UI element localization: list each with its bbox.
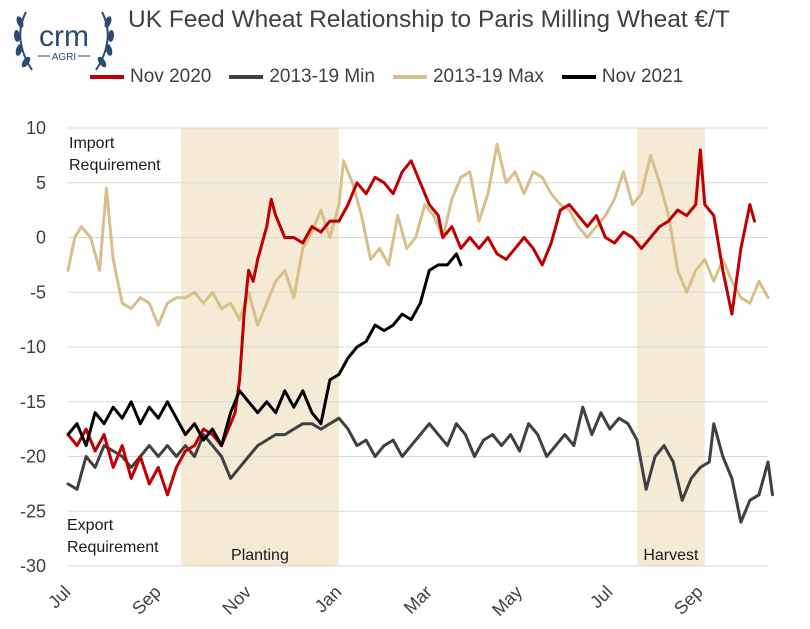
legend-label: 2013-19 Min xyxy=(269,66,375,87)
y-tick-label: -10 xyxy=(20,337,46,357)
shaded-period-label: Planting xyxy=(231,547,289,564)
shaded-period-label: Harvest xyxy=(643,547,699,564)
chart-title: UK Feed Wheat Relationship to Paris Mill… xyxy=(128,6,730,33)
legend-label: 2013-19 Max xyxy=(432,66,544,87)
legend-item: 2013-19 Min xyxy=(229,66,375,88)
legend-item: 2013-19 Max xyxy=(392,66,544,88)
y-tick-label: 0 xyxy=(36,228,46,248)
annotation-export-line1: Export xyxy=(67,517,114,534)
legend-swatch xyxy=(561,75,596,79)
x-tick-label: Sep xyxy=(670,582,707,619)
x-tick-label: Sep xyxy=(128,582,165,619)
x-tick-label: Mar xyxy=(400,582,436,618)
series-line xyxy=(66,405,774,524)
crm-agri-logo: crm AGRI xyxy=(8,4,120,78)
logo-brand: crm xyxy=(39,20,89,53)
annotation-export: Export Requirement xyxy=(67,515,159,559)
x-tick-label: Jul xyxy=(44,582,74,612)
legend-swatch xyxy=(392,75,427,79)
logo-sub: AGRI xyxy=(52,52,76,63)
annotation-export-line2: Requirement xyxy=(67,539,159,556)
chart-legend: Nov 2020 2013-19 Min 2013-19 Max Nov 202… xyxy=(90,66,683,88)
y-tick-label: -5 xyxy=(30,282,46,302)
legend-label: Nov 2020 xyxy=(130,66,212,87)
x-tick-label: Nov xyxy=(218,582,255,619)
y-tick-label: -25 xyxy=(20,501,46,521)
legend-swatch xyxy=(90,75,124,79)
y-tick-label: -20 xyxy=(20,447,46,467)
legend-swatch xyxy=(229,75,264,79)
series-line xyxy=(66,148,756,497)
annotation-import: Import Requirement xyxy=(69,133,161,177)
series-line xyxy=(66,252,463,448)
series-line xyxy=(66,142,770,327)
legend-item: Nov 2021 xyxy=(561,66,684,88)
y-tick-label: -15 xyxy=(20,392,46,412)
legend-item: Nov 2020 xyxy=(90,66,211,88)
annotation-import-line2: Requirement xyxy=(69,157,161,174)
legend-label: Nov 2021 xyxy=(601,66,684,87)
x-tick-label: May xyxy=(488,582,526,620)
x-tick-label: Jan xyxy=(311,582,346,617)
laurel-icon xyxy=(13,11,115,71)
annotation-import-line1: Import xyxy=(69,135,115,152)
x-tick-label: Jul xyxy=(586,582,616,612)
y-tick-label: 10 xyxy=(26,118,46,138)
y-tick-label: 5 xyxy=(36,173,46,193)
y-tick-label: -30 xyxy=(20,556,46,576)
